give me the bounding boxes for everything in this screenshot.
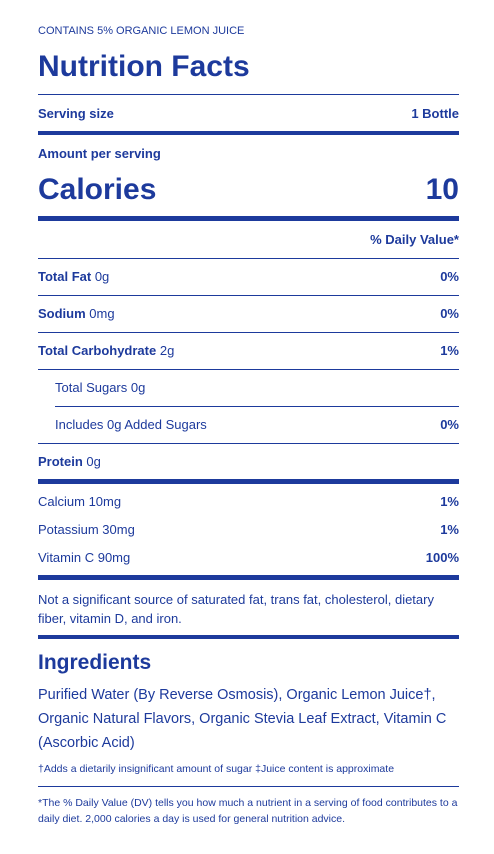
divider: [38, 575, 459, 580]
serving-label: Serving size: [38, 106, 114, 121]
nutrient-row: Total Fat 0g 0%: [38, 269, 459, 284]
divider: [38, 332, 459, 333]
divider: [38, 94, 459, 95]
nutrient-amount: 0mg: [89, 306, 115, 321]
calories-value: 10: [425, 173, 459, 206]
divider: [38, 786, 459, 787]
title: Nutrition Facts: [38, 50, 250, 83]
nutrient-row: Total Carbohydrate 2g 1%: [38, 343, 459, 358]
nutrient-dv: 1%: [440, 343, 459, 358]
amount-per-serving: Amount per serving: [38, 146, 161, 161]
dv-footnote: *The % Daily Value (DV) tells you how mu…: [38, 797, 458, 825]
nutrient-amount: 2g: [159, 343, 175, 358]
nutrient-dv: 0%: [440, 269, 459, 284]
nutrient-name: Protein: [38, 454, 83, 469]
nutrient-row: Total Sugars 0g: [38, 380, 459, 395]
ingredients-title: Ingredients: [38, 651, 152, 674]
nutrient-label: Total Sugars 0g: [55, 380, 146, 395]
ingredients-footnote: †Adds a dietarily insignificant amount o…: [38, 763, 395, 775]
vitamin-row: Vitamin C 90mg 100%: [38, 550, 459, 565]
vitamin-row: Potassium 30mg 1%: [38, 522, 459, 537]
vitamin-dv: 1%: [440, 522, 459, 537]
dv-header-text: % Daily Value*: [370, 232, 459, 247]
divider: [38, 216, 459, 221]
nutrient-label: Includes 0g Added Sugars: [55, 417, 207, 432]
nutrient-row: Sodium 0mg 0%: [38, 306, 459, 321]
note: Not a significant source of saturated fa…: [38, 592, 434, 626]
nutrient-name: Total Fat: [38, 269, 92, 284]
nutrient-row: Includes 0g Added Sugars 0%: [38, 417, 459, 432]
divider: [38, 131, 459, 135]
vitamin-dv: 100%: [425, 550, 459, 565]
vitamin-label: Calcium 10mg: [38, 494, 122, 509]
dv-header: % Daily Value*: [38, 232, 459, 247]
divider: [38, 258, 459, 259]
divider: [38, 635, 459, 639]
nutrient-amount: 0g: [86, 454, 101, 469]
serving-value: 1 Bottle: [411, 106, 459, 121]
calories-label: Calories: [38, 173, 157, 206]
nutrient-amount: 0g: [94, 269, 110, 284]
header-note: CONTAINS 5% ORGANIC LEMON JUICE: [38, 25, 245, 37]
ingredients-text: Purified Water (By Reverse Osmosis), Org…: [38, 687, 447, 751]
vitamin-label: Potassium 30mg: [38, 522, 135, 537]
nutrient-dv: 0%: [440, 306, 459, 321]
divider: [38, 295, 459, 296]
divider: [38, 369, 459, 370]
nutrient-dv: 0%: [440, 417, 459, 432]
vitamin-row: Calcium 10mg 1%: [38, 494, 459, 509]
divider: [55, 406, 459, 407]
serving-row: Serving size 1 Bottle: [38, 106, 459, 121]
divider: [38, 479, 459, 484]
nutrient-name: Total Carbohydrate: [38, 343, 157, 358]
nutrient-name: Sodium: [38, 306, 86, 321]
nutrient-row: Protein 0g: [38, 454, 459, 469]
vitamin-label: Vitamin C 90mg: [38, 550, 131, 565]
calories-row: Calories 10: [38, 173, 459, 207]
vitamin-dv: 1%: [440, 494, 459, 509]
divider: [38, 443, 459, 444]
